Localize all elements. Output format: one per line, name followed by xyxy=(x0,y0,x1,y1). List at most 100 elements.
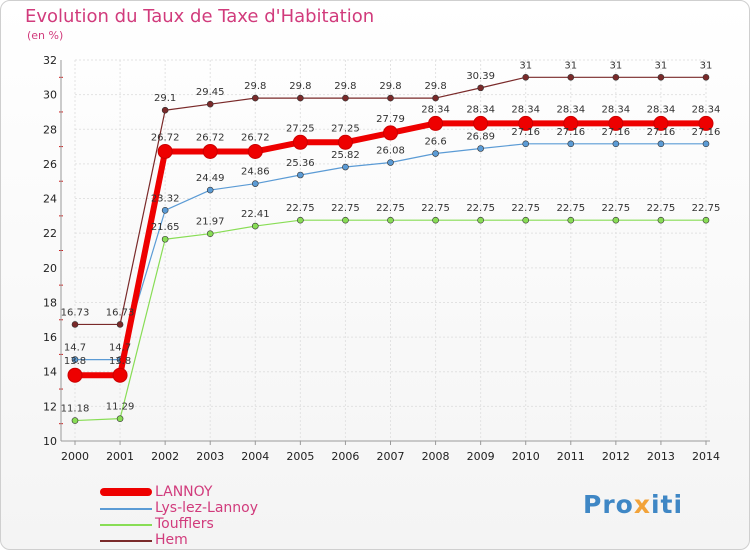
chart-title: Evolution du Taux de Taxe d'Habitation xyxy=(25,6,375,27)
point-hem xyxy=(387,94,394,102)
axes: 2000 2001 2002 2003 2004 2005 2006 2007 2008 2009… xyxy=(43,54,720,463)
point-lys-lez-lannoy xyxy=(387,159,394,166)
data-label-hem: 16.73 xyxy=(106,307,135,318)
point-lys-lez-lannoy xyxy=(657,140,665,148)
data-label-toufflers: 22.75 xyxy=(556,203,585,214)
data-label-lys-lez-lannoy: 27.16 xyxy=(602,127,631,138)
point-hem xyxy=(71,321,79,328)
data-label-toufflers: 11.18 xyxy=(61,404,90,415)
data-label-lannoy: 13.8 xyxy=(109,356,131,367)
data-label-lannoy: 26.72 xyxy=(241,132,270,143)
point-hem xyxy=(206,100,214,108)
y-tick-label: 22 xyxy=(43,227,57,240)
y-tick-label: 30 xyxy=(43,89,57,102)
x-tick-label: 2014 xyxy=(692,450,720,463)
x-tick-label: 2004 xyxy=(241,450,269,463)
point-toufflers xyxy=(657,216,665,224)
point-toufflers xyxy=(71,417,79,424)
data-label-toufflers: 22.75 xyxy=(331,203,360,214)
data-label-hem: 29.1 xyxy=(154,93,176,104)
point-hem xyxy=(477,84,484,92)
data-labels: 13.8 13.8 26.72 26.72 26.72 27.25 27.25 27.79 28… xyxy=(61,60,721,414)
x-tick-label: 2005 xyxy=(286,450,314,463)
legend-swatch-hem xyxy=(100,540,152,542)
data-label-toufflers: 22.75 xyxy=(466,203,495,214)
x-tick-label: 2009 xyxy=(467,450,495,463)
point-lannoy xyxy=(653,115,669,131)
x-tick-label: 2011 xyxy=(557,450,585,463)
point-lys-lez-lannoy xyxy=(161,207,169,214)
point-lannoy xyxy=(473,115,489,131)
point-hem xyxy=(161,106,169,114)
x-tick-label: 2000 xyxy=(61,450,89,463)
series-lines xyxy=(67,74,714,424)
data-label-lys-lez-lannoy: 26.6 xyxy=(424,137,446,148)
point-toufflers xyxy=(387,216,394,224)
legend-swatch-toufflers xyxy=(100,524,152,526)
point-lannoy xyxy=(157,143,173,159)
y-tick-label: 14 xyxy=(43,366,57,379)
data-label-lys-lez-lannoy: 27.16 xyxy=(692,127,721,138)
x-tick-label: 2012 xyxy=(602,450,630,463)
point-lannoy xyxy=(518,115,534,131)
point-toufflers xyxy=(702,216,710,224)
point-lys-lez-lannoy xyxy=(612,140,620,148)
point-lannoy xyxy=(563,115,579,131)
data-label-lannoy: 28.34 xyxy=(692,104,721,115)
point-lys-lez-lannoy xyxy=(432,150,439,157)
data-label-hem: 29.8 xyxy=(289,81,311,92)
data-label-hem: 31 xyxy=(700,60,713,71)
data-label-toufflers: 22.75 xyxy=(692,203,721,214)
point-toufflers xyxy=(477,216,484,224)
x-tick-label: 2007 xyxy=(377,450,405,463)
data-label-toufflers: 11.29 xyxy=(106,402,135,413)
point-toufflers xyxy=(522,216,530,224)
point-lannoy xyxy=(247,143,263,159)
data-label-lannoy: 28.34 xyxy=(647,104,676,115)
point-toufflers xyxy=(161,235,169,243)
point-hem xyxy=(116,321,124,328)
legend-label-toufflers: Toufflers xyxy=(155,516,214,532)
data-label-lannoy: 27.79 xyxy=(376,114,405,125)
data-label-lys-lez-lannoy: 27.16 xyxy=(511,127,540,138)
data-label-lys-lez-lannoy: 14.7 xyxy=(64,343,86,354)
data-label-lannoy: 26.72 xyxy=(196,132,225,143)
point-lys-lez-lannoy xyxy=(297,171,304,179)
data-label-lys-lez-lannoy: 24.86 xyxy=(241,167,270,178)
legend-swatch-lannoy xyxy=(100,488,152,496)
data-label-lys-lez-lannoy: 26.89 xyxy=(466,131,495,142)
data-label-hem: 29.8 xyxy=(244,81,266,92)
data-label-lys-lez-lannoy: 14.7 xyxy=(109,343,131,354)
point-lannoy xyxy=(428,115,444,131)
data-label-toufflers: 22.75 xyxy=(286,203,315,214)
data-label-lannoy: 26.72 xyxy=(151,132,180,143)
data-label-hem: 29.8 xyxy=(379,81,401,92)
x-tick-label: 2010 xyxy=(512,450,540,463)
x-tick-label: 2008 xyxy=(422,450,450,463)
point-lannoy xyxy=(292,134,308,150)
x-tick-label: 2002 xyxy=(151,450,179,463)
point-lannoy xyxy=(112,367,128,383)
data-label-lannoy: 28.34 xyxy=(466,104,495,115)
point-hem xyxy=(522,74,530,81)
data-label-toufflers: 22.41 xyxy=(241,209,270,220)
legend-label-lannoy: LANNOY xyxy=(155,484,213,500)
data-label-toufflers: 22.75 xyxy=(421,203,450,214)
y-tick-label: 26 xyxy=(43,158,57,171)
point-lannoy xyxy=(202,143,218,159)
proxiti-logo: Proxiti xyxy=(583,490,684,519)
point-hem xyxy=(251,94,259,102)
data-label-hem: 31 xyxy=(564,60,577,71)
legend-swatch-lys-lez-lannoy xyxy=(100,508,152,510)
point-hem xyxy=(342,94,349,102)
data-label-hem: 29.45 xyxy=(196,87,225,98)
data-label-lys-lez-lannoy: 25.82 xyxy=(331,150,360,161)
data-label-toufflers: 22.75 xyxy=(376,203,405,214)
point-lannoy xyxy=(383,125,398,141)
data-label-hem: 29.8 xyxy=(334,81,356,92)
data-label-lys-lez-lannoy: 25.36 xyxy=(286,158,315,169)
data-label-lannoy: 28.34 xyxy=(556,104,585,115)
data-label-toufflers: 22.75 xyxy=(647,203,676,214)
point-toufflers xyxy=(251,222,259,230)
